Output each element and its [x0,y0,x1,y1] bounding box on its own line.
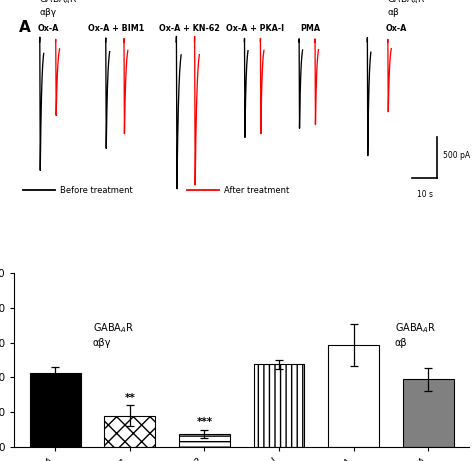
Bar [104,416,155,447]
Text: 500 pA: 500 pA [443,151,470,160]
Text: GABA$_A$R
αβ: GABA$_A$R αβ [395,322,436,348]
Bar [179,434,230,447]
Bar [328,345,379,447]
Text: Ox-A + BIM1: Ox-A + BIM1 [89,24,145,33]
Bar [403,379,454,447]
Text: GABA$_A$R
αβ: GABA$_A$R αβ [387,0,426,17]
Text: PMA: PMA [300,24,320,33]
Bar [30,373,81,447]
Text: After treatment: After treatment [224,186,289,195]
Text: Before treatment: Before treatment [60,186,132,195]
Text: A: A [19,20,30,35]
Bar [254,364,304,447]
Text: 10 s: 10 s [417,190,433,200]
Text: Ox-A + KN-62: Ox-A + KN-62 [159,24,220,33]
Text: Ox-A: Ox-A [37,24,59,33]
Text: Ox-A: Ox-A [386,24,407,33]
Text: **: ** [125,393,135,403]
Text: ***: *** [196,417,212,427]
Text: Ox-A + PKA-I: Ox-A + PKA-I [226,24,284,33]
Text: GABA$_A$R
αβγ: GABA$_A$R αβγ [39,0,77,17]
Text: GABA$_A$R
αβγ: GABA$_A$R αβγ [92,322,134,348]
